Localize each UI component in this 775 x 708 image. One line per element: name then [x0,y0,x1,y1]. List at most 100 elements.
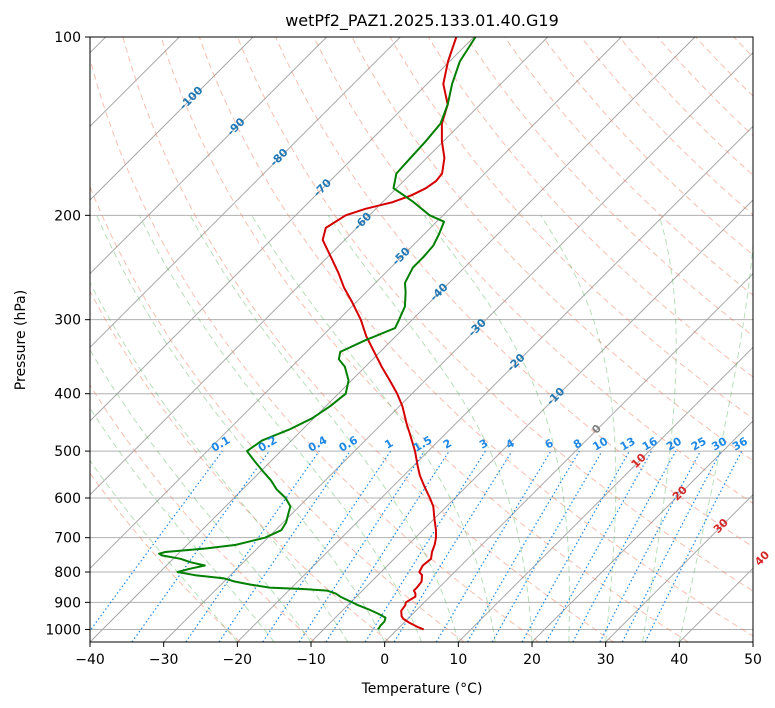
chart-title: wetPf2_PAZ1.2025.133.01.40.G19 [285,11,559,31]
isotherm-line [457,346,753,642]
dry-adiabat-line [122,37,614,642]
plot-frame [89,36,754,643]
dry-adiabat-line [542,37,753,256]
mixing-ratio-label: 6 [543,436,556,451]
background-lines [90,37,753,642]
dry-adiabat-line [657,37,753,137]
isotherm-line [163,51,753,642]
mixing-ratio-line [185,450,320,642]
mixing-ratio-line [599,450,702,642]
dry-adiabat-line [504,37,753,296]
mixing-ratio-label: 1 [382,437,395,452]
isotherm-label: 40 [752,548,772,568]
line-labels: 0.1 0.2 0.4 0.6 1 1.5 2 3 4 6 8 10 13 16 20 25 30 36-100-… [177,84,773,569]
isotherm-label: 0 [589,422,604,437]
y-tick-label: 400 [54,387,81,403]
mixing-ratio-label: 4 [504,436,517,451]
dewpoint-profile [158,37,477,630]
dry-adiabat-line [389,37,753,420]
dry-adiabat-line [90,56,540,642]
y-tick-label: 700 [54,531,81,547]
dry-adiabat-line [237,37,753,592]
mixing-ratio-line [90,450,223,632]
moist-adiabat-line [90,407,275,642]
x-tick-label: −10 [296,652,326,668]
y-tick-label: 100 [54,30,81,46]
dry-adiabat-line [351,37,753,462]
isotherm-line [90,37,254,201]
dry-adiabat-line [90,185,465,642]
mixing-ratio-line [621,450,722,642]
y-tick-label: 200 [54,208,81,224]
x-tick-label: 20 [523,652,541,668]
y-axis-ticks: 100 200 300 400 500 600 700 800 900 1000 [45,30,90,638]
dry-adiabat-line [90,384,316,642]
isotherm-line [90,37,622,570]
isotherm-line [605,493,753,642]
isotherm-label: -90 [224,115,247,138]
y-tick-label: 900 [54,595,81,611]
isotherm-line [90,37,475,422]
isotherm-line [90,37,549,496]
moist-adiabat-line [423,215,570,642]
x-tick-label: 30 [597,652,615,668]
mixing-ratio-line [491,450,603,642]
moist-adiabat-line [96,215,386,642]
temperature-profile [321,37,458,631]
mixing-ratio-line [466,450,580,642]
data-lines [158,37,477,631]
dry-adiabat-line [90,290,390,642]
isotherm-line [236,125,753,642]
isotherm-line [531,420,753,642]
mixing-ratio-line [521,450,631,642]
isotherm-line [90,37,401,349]
y-tick-label: 600 [54,491,81,507]
y-tick-label: 300 [54,313,81,329]
mixing-ratio-line [131,450,270,642]
moist-adiabat-line [189,215,459,642]
moist-adiabat-line [642,215,677,642]
x-tick-label: −20 [223,652,253,668]
x-axis-label: Temperature (°C) [361,681,483,697]
y-axis-label: Pressure (hPa) [13,290,29,390]
dry-adiabat-line [733,37,753,58]
mixing-ratio-line [218,450,351,642]
dry-adiabat-line [90,472,241,642]
isotherm-label: -50 [390,245,413,268]
x-tick-label: 0 [380,652,389,668]
mixing-ratio-line [435,450,552,642]
x-tick-label: 40 [670,652,688,668]
mixing-ratio-line [325,450,450,642]
dry-adiabat-line [618,37,753,176]
mixing-ratio-line [298,450,425,642]
dry-adiabat-line [198,37,753,637]
y-tick-label: 1000 [45,622,81,638]
dry-adiabat-line [580,37,753,216]
moist-adiabat-line [678,238,753,642]
dry-adiabat-line [313,37,753,504]
mixing-ratio-line [393,450,513,642]
x-tick-label: −40 [75,652,105,668]
x-axis-ticks: −40 −30 −20 −10 0 10 20 30 40 50 [75,642,762,668]
y-tick-label: 800 [54,565,81,581]
dry-adiabat-line [275,37,753,548]
moist-adiabat-line [90,349,312,642]
moist-adiabat-line [251,215,496,642]
y-tick-label: 500 [54,444,81,460]
x-tick-label: −30 [149,652,179,668]
moist-adiabat-line [90,459,238,642]
mixing-ratio-line [545,450,653,642]
isotherm-line [310,199,753,642]
moist-adiabat-line [327,215,533,642]
isotherm-line [90,37,696,642]
dry-adiabat-line [466,37,753,337]
mixing-ratio-label: 2 [441,437,454,452]
x-tick-label: 50 [744,652,762,668]
dry-adiabat-line [427,37,753,378]
isotherm-line [90,37,328,275]
mixing-ratio-line [572,450,677,642]
mixing-ratio-label: 3 [477,437,490,452]
isotherm-line [384,272,753,642]
dry-adiabat-line [160,37,689,642]
